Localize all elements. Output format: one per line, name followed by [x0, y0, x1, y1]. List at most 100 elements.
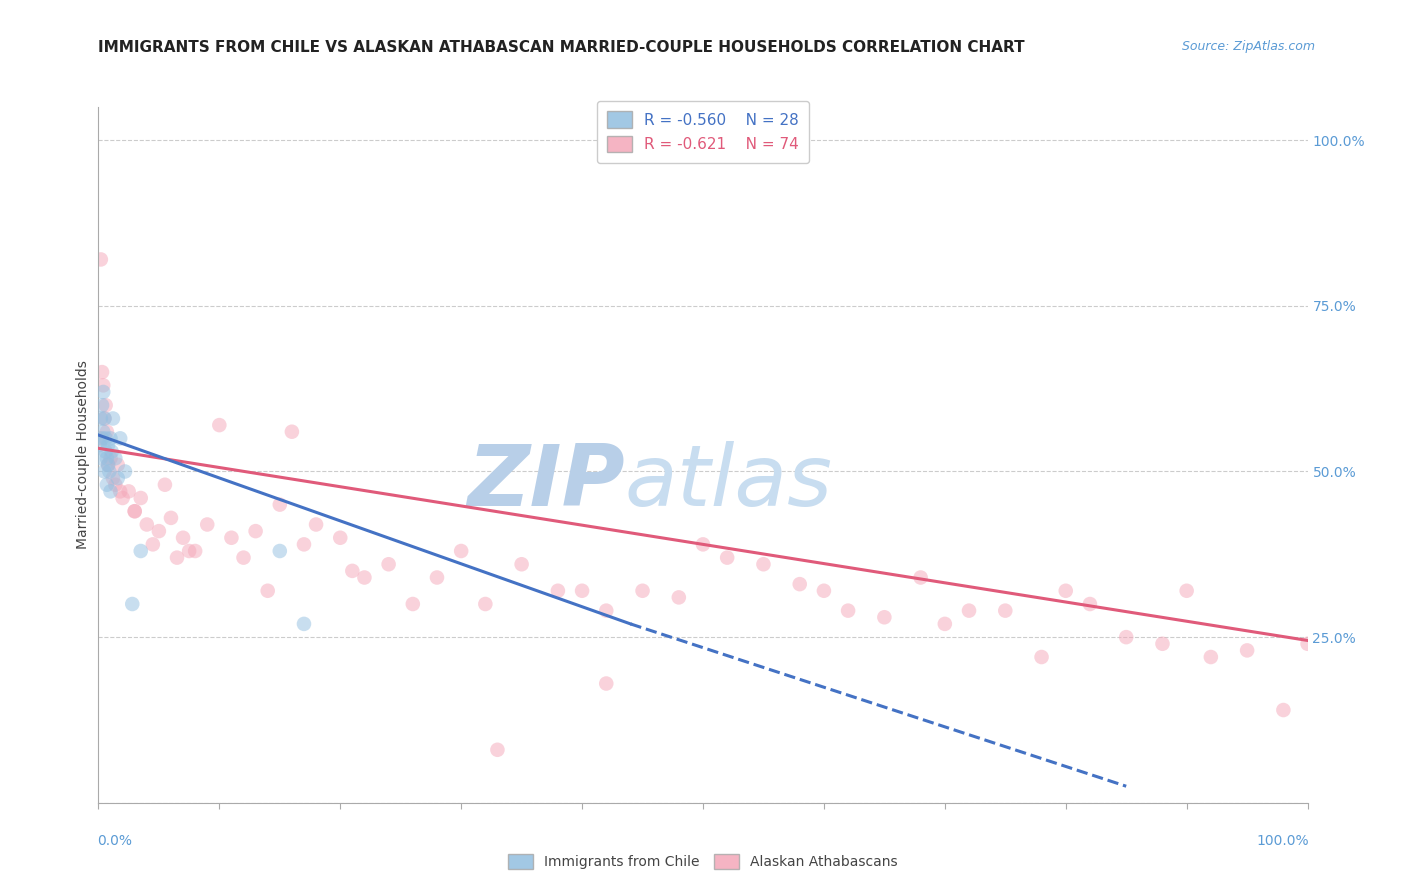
- Point: [269, 544, 291, 558]
- Point: [135, 517, 157, 532]
- Point: [91, 378, 114, 392]
- Point: [1236, 643, 1258, 657]
- Point: [94, 398, 117, 412]
- Point: [148, 524, 170, 538]
- Point: [232, 550, 254, 565]
- Point: [100, 484, 122, 499]
- Point: [1199, 650, 1222, 665]
- Point: [510, 558, 533, 572]
- Point: [571, 583, 593, 598]
- Point: [595, 604, 617, 618]
- Point: [97, 458, 120, 472]
- Point: [245, 524, 267, 538]
- Point: [474, 597, 496, 611]
- Point: [994, 604, 1017, 618]
- Point: [91, 425, 114, 439]
- Point: [789, 577, 811, 591]
- Point: [256, 583, 278, 598]
- Point: [208, 418, 231, 433]
- Point: [692, 537, 714, 551]
- Text: 0.0%: 0.0%: [97, 834, 132, 848]
- Point: [89, 431, 111, 445]
- Point: [111, 491, 134, 505]
- Point: [305, 517, 328, 532]
- Point: [1054, 583, 1077, 598]
- Point: [104, 451, 127, 466]
- Text: atlas: atlas: [624, 442, 832, 524]
- Point: [1031, 650, 1053, 665]
- Point: [342, 564, 364, 578]
- Point: [108, 431, 131, 445]
- Point: [96, 451, 118, 466]
- Point: [934, 616, 956, 631]
- Point: [94, 431, 117, 445]
- Point: [813, 583, 835, 598]
- Point: [91, 431, 114, 445]
- Text: ZIP: ZIP: [467, 442, 624, 524]
- Point: [1115, 630, 1137, 644]
- Text: IMMIGRANTS FROM CHILE VS ALASKAN ATHABASCAN MARRIED-COUPLE HOUSEHOLDS CORRELATIO: IMMIGRANTS FROM CHILE VS ALASKAN ATHABAS…: [98, 40, 1025, 55]
- Point: [1152, 637, 1174, 651]
- Point: [160, 511, 183, 525]
- Point: [547, 583, 569, 598]
- Point: [153, 477, 176, 491]
- Point: [90, 411, 112, 425]
- Point: [100, 444, 122, 458]
- Text: Source: ZipAtlas.com: Source: ZipAtlas.com: [1181, 40, 1315, 54]
- Point: [91, 398, 114, 412]
- Point: [353, 570, 375, 584]
- Point: [1296, 637, 1319, 651]
- Point: [100, 451, 122, 466]
- Point: [93, 411, 115, 425]
- Point: [107, 458, 129, 472]
- Point: [142, 537, 165, 551]
- Point: [114, 465, 136, 479]
- Point: [90, 252, 112, 267]
- Point: [124, 504, 146, 518]
- Point: [269, 498, 291, 512]
- Point: [107, 471, 129, 485]
- Point: [1272, 703, 1295, 717]
- Point: [91, 365, 114, 379]
- Point: [450, 544, 472, 558]
- Point: [118, 484, 141, 499]
- Point: [426, 570, 449, 584]
- Point: [89, 438, 111, 452]
- Point: [98, 465, 121, 479]
- Point: [96, 477, 118, 491]
- Point: [124, 504, 146, 518]
- Point: [97, 458, 120, 472]
- Point: [957, 604, 980, 618]
- Point: [91, 384, 114, 399]
- Point: [121, 597, 143, 611]
- Point: [1078, 597, 1101, 611]
- Legend: Immigrants from Chile, Alaskan Athabascans: Immigrants from Chile, Alaskan Athabasca…: [502, 847, 904, 876]
- Point: [910, 570, 932, 584]
- Point: [97, 438, 120, 452]
- Point: [104, 477, 127, 491]
- Point: [595, 676, 617, 690]
- Point: [329, 531, 352, 545]
- Point: [179, 544, 201, 558]
- Point: [1175, 583, 1198, 598]
- Point: [101, 411, 124, 425]
- Point: [402, 597, 425, 611]
- Point: [93, 411, 115, 425]
- Point: [631, 583, 654, 598]
- Point: [93, 465, 115, 479]
- Point: [129, 544, 152, 558]
- Point: [166, 550, 188, 565]
- Point: [668, 591, 690, 605]
- Point: [873, 610, 896, 624]
- Point: [221, 531, 243, 545]
- Point: [100, 431, 122, 445]
- Point: [184, 544, 207, 558]
- Point: [377, 558, 399, 572]
- Text: 100.0%: 100.0%: [1256, 834, 1309, 848]
- Point: [281, 425, 304, 439]
- Point: [292, 616, 315, 631]
- Point: [486, 743, 509, 757]
- Point: [108, 484, 131, 499]
- Point: [716, 550, 738, 565]
- Y-axis label: Married-couple Households: Married-couple Households: [76, 360, 90, 549]
